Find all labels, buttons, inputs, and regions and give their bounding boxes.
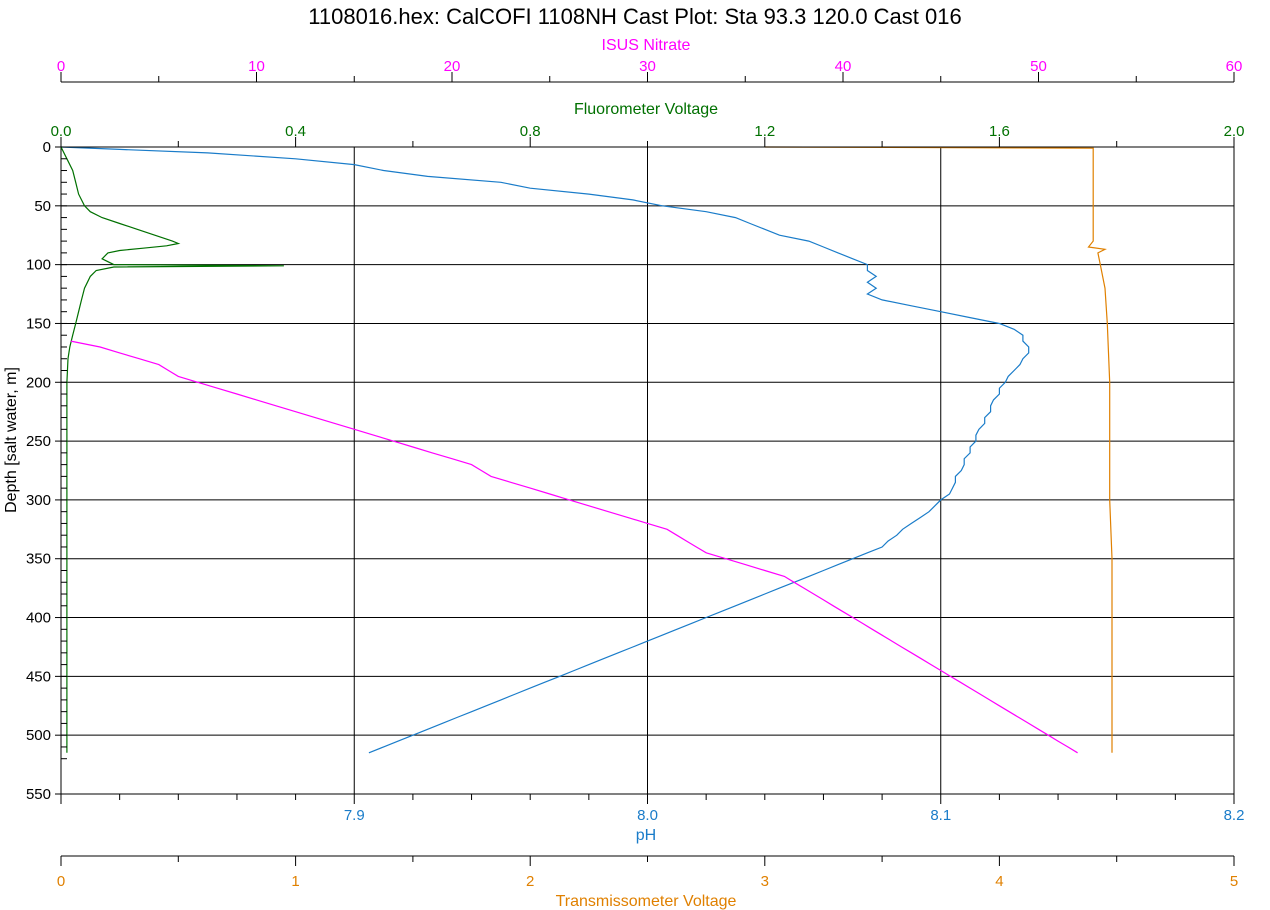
fluor-tick-label: 2.0 xyxy=(1224,123,1245,140)
isus-tick-label: 20 xyxy=(444,58,461,75)
isus-tick-label: 30 xyxy=(639,58,656,75)
fluor-tick-label: 0.4 xyxy=(285,123,306,140)
ph-tick-label: 8.1 xyxy=(930,807,951,824)
series-layer xyxy=(60,146,1113,754)
trans-tick-label: 1 xyxy=(291,873,299,890)
y-tick-label: 350 xyxy=(26,551,51,568)
trans-series-line xyxy=(764,146,1113,753)
ph-tick-label: 7.9 xyxy=(344,807,365,824)
isus-tick-label: 0 xyxy=(57,58,65,75)
isus-series-line xyxy=(70,340,1078,754)
y-tick-label: 300 xyxy=(26,492,51,509)
y-tick-label: 200 xyxy=(26,374,51,391)
fluor-series-line xyxy=(60,146,284,753)
ph-tick-label: 8.2 xyxy=(1224,807,1245,824)
y-tick-label: 400 xyxy=(26,610,51,627)
isus-tick-label: 10 xyxy=(248,58,265,75)
y-tick-label: 250 xyxy=(26,433,51,450)
trans-tick-label: 3 xyxy=(761,873,769,890)
isus-tick-label: 40 xyxy=(835,58,852,75)
fluor-tick-label: 0.8 xyxy=(520,123,541,140)
trans-tick-label: 4 xyxy=(995,873,1003,890)
fluor-tick-label: 1.2 xyxy=(754,123,775,140)
trans-axis-title: Transmissometer Voltage xyxy=(556,893,737,910)
trans-tick-label: 5 xyxy=(1230,873,1238,890)
fluor-axis-title: Fluorometer Voltage xyxy=(574,101,718,118)
chart-title: 1108016.hex: CalCOFI 1108NH Cast Plot: S… xyxy=(308,4,961,29)
y-axis-title: Depth [salt water, m] xyxy=(3,367,20,513)
y-tick-label: 500 xyxy=(26,727,51,744)
ph-tick-label: 8.0 xyxy=(637,807,658,824)
y-tick-label: 100 xyxy=(26,257,51,274)
trans-tick-label: 2 xyxy=(526,873,534,890)
plot-grid xyxy=(60,146,1235,795)
fluor-tick-label: 1.6 xyxy=(989,123,1010,140)
fluor-tick-label: 0.0 xyxy=(51,123,72,140)
ph-axis-title: pH xyxy=(636,827,656,844)
y-tick-label: 150 xyxy=(26,315,51,332)
trans-tick-label: 0 xyxy=(57,873,65,890)
isus-tick-label: 50 xyxy=(1030,58,1047,75)
isus-tick-label: 60 xyxy=(1226,58,1243,75)
isus-axis-title: ISUS Nitrate xyxy=(602,37,691,54)
y-tick-label: 0 xyxy=(43,139,51,156)
y-tick-label: 50 xyxy=(34,198,51,215)
y-tick-label: 450 xyxy=(26,668,51,685)
ph-series-line xyxy=(60,146,1030,754)
y-tick-label: 550 xyxy=(26,786,51,803)
